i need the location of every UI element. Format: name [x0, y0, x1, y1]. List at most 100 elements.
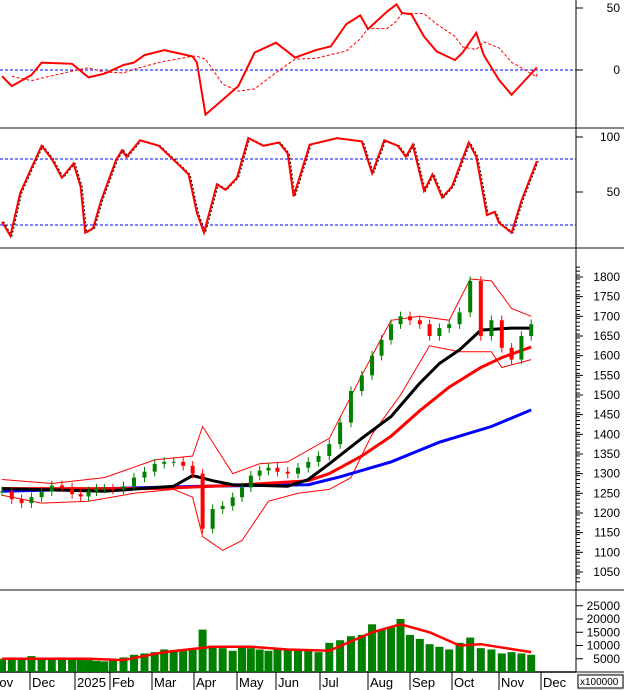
candle [359, 375, 364, 392]
volume-bar [92, 660, 101, 672]
volume-bar [336, 640, 345, 672]
price-panel [0, 276, 534, 551]
volume-bar [466, 637, 475, 672]
x-axis: Nov Dec 2025 Feb Mar Apr May Jun Jul Aug Sep Oct Nov… [0, 672, 567, 690]
month-label: 2025 [77, 675, 106, 690]
month-label: Oct [454, 675, 475, 690]
candle [94, 488, 99, 492]
y-tick-label: 0 [613, 63, 620, 77]
volume-bar [228, 650, 237, 672]
y-axes: 50 0 100 50 1800 1750 1700 1650 1600 1550 1500 1450… [576, 1, 624, 689]
volume-bar [294, 650, 302, 672]
y-tick-label: 1300 [593, 467, 620, 481]
y-tick-label: 1700 [593, 309, 620, 323]
candle [162, 461, 167, 464]
volume-panel [0, 619, 536, 672]
macd-signal-line [11, 12, 538, 92]
candle [408, 316, 412, 321]
candle [529, 324, 534, 336]
volume-bar [57, 657, 66, 672]
volume-bar [357, 634, 366, 672]
candle [437, 328, 442, 336]
candle [519, 335, 524, 360]
volume-bar [100, 661, 109, 672]
volume-bar [150, 652, 159, 672]
y-tick-label: 50 [607, 185, 621, 199]
volume-bar [169, 650, 178, 672]
volume-bar [188, 648, 197, 672]
y-tick-label: 1350 [593, 447, 620, 461]
volume-bar [7, 657, 16, 672]
candle [121, 486, 126, 490]
volume-bar [0, 658, 6, 672]
y-tick-label: 1450 [593, 408, 620, 422]
candle [102, 488, 107, 490]
candle [70, 487, 75, 495]
candle [266, 467, 271, 471]
volume-bar [304, 649, 313, 672]
y-tick-label: 1800 [593, 270, 620, 284]
volume-bar [435, 646, 444, 672]
volume-bar [527, 654, 536, 672]
volume-ma-line [2, 623, 532, 662]
candle [398, 316, 403, 325]
volume-bar [198, 629, 207, 672]
candle [230, 497, 235, 506]
month-label: Sep [412, 675, 435, 690]
y-tick-label: 5000 [593, 652, 620, 666]
candle [142, 471, 147, 478]
bollinger-upper [1, 278, 532, 485]
volume-bar [377, 629, 386, 672]
candle [152, 463, 157, 472]
candle [499, 320, 504, 348]
unit-box [577, 674, 624, 689]
volume-bar [283, 648, 292, 672]
volume-bar [487, 649, 496, 672]
y-tick-label: 15000 [587, 625, 621, 639]
volume-bar [507, 652, 516, 672]
volume-bar [109, 660, 117, 672]
volume-bar [406, 634, 414, 672]
volume-bar [68, 658, 77, 672]
macd-panel [0, 2, 576, 117]
bollinger-lower [1, 345, 532, 551]
macd-line [1, 2, 538, 117]
month-label: May [239, 675, 264, 690]
candle [59, 485, 64, 488]
ma-black-line [1, 326, 532, 493]
volume-bar [119, 657, 128, 672]
candle [190, 465, 195, 474]
candle [379, 339, 384, 356]
y-tick-label: 1550 [593, 368, 620, 382]
volume-bar [314, 652, 323, 672]
volume-bar [160, 649, 169, 672]
y-tick-label: 1650 [593, 329, 620, 343]
volume-bar [255, 649, 264, 672]
month-label: Apr [196, 675, 217, 690]
volume-bar [445, 649, 454, 672]
volume-bar [264, 650, 273, 672]
candle [111, 488, 115, 490]
volume-bar [27, 656, 36, 672]
candle [19, 499, 24, 504]
volume-bar [346, 636, 355, 672]
volume-bar [387, 626, 396, 672]
month-label: Nov [0, 675, 14, 690]
volume-bar [17, 659, 26, 672]
candle [171, 461, 176, 463]
candle [248, 475, 253, 488]
month-label: Nov [501, 675, 525, 690]
month-label: Dec [543, 675, 567, 690]
y-tick-label: 25000 [587, 599, 621, 613]
volume-bar [273, 649, 282, 672]
candle [275, 467, 280, 472]
candle [39, 491, 44, 498]
candle [220, 505, 225, 510]
candle [489, 320, 494, 336]
volume-bar [84, 660, 93, 672]
ma-red-line [2, 345, 532, 491]
candle [200, 473, 205, 529]
candle [240, 487, 245, 498]
volume-bar [325, 642, 334, 672]
